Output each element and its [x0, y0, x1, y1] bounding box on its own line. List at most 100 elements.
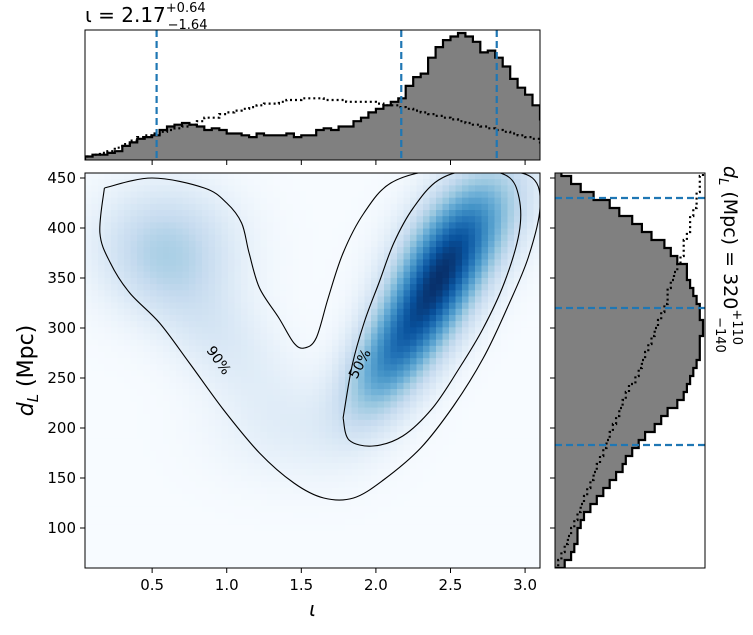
heatmap-cell: [527, 401, 535, 409]
heatmap-cell: [137, 481, 145, 489]
heatmap-cell: [202, 173, 210, 180]
heatmap-cell: [468, 426, 476, 433]
heatmap-cell: [91, 395, 99, 402]
heatmap-cell: [319, 518, 327, 526]
heatmap-cell: [332, 321, 340, 328]
heatmap-cell: [299, 333, 307, 341]
heatmap-cell: [377, 493, 385, 501]
heatmap-cell: [520, 222, 528, 230]
heatmap-cell: [156, 364, 164, 372]
heatmap-cell: [91, 463, 99, 470]
heatmap-cell: [124, 203, 132, 211]
heatmap-cell: [143, 555, 151, 563]
heatmap-cell: [228, 253, 236, 260]
heatmap-cell: [280, 555, 288, 563]
heatmap-cell: [507, 345, 515, 353]
heatmap-cell: [273, 296, 281, 304]
heatmap-cell: [468, 500, 476, 507]
heatmap-cell: [449, 475, 457, 483]
heatmap-cell: [124, 518, 132, 526]
heatmap-cell: [306, 487, 314, 495]
heatmap-cell: [488, 456, 496, 464]
heatmap-cell: [475, 173, 483, 180]
heatmap-cell: [345, 500, 353, 507]
heatmap-cell: [501, 500, 509, 507]
heatmap-cell: [293, 364, 301, 372]
heatmap-cell: [98, 333, 106, 341]
heatmap-cell: [507, 555, 515, 563]
heatmap-cell: [247, 321, 255, 328]
heatmap-cell: [195, 456, 203, 464]
heatmap-cell: [143, 537, 151, 544]
heatmap-cell: [241, 407, 249, 415]
heatmap-cell: [299, 389, 307, 396]
heatmap-cell: [124, 191, 132, 199]
heatmap-cell: [299, 222, 307, 230]
heatmap-cell: [410, 308, 418, 316]
heatmap-cell: [228, 419, 236, 427]
heatmap-cell: [195, 203, 203, 211]
heatmap-cell: [514, 512, 522, 520]
heatmap-cell: [280, 487, 288, 495]
heatmap-cell: [371, 240, 379, 248]
heatmap-cell: [423, 351, 431, 359]
heatmap-cell: [202, 450, 210, 458]
heatmap-cell: [260, 438, 268, 446]
heatmap-cell: [150, 191, 158, 199]
heatmap-cell: [293, 191, 301, 199]
heatmap-cell: [241, 222, 249, 230]
heatmap-cell: [137, 487, 145, 495]
heatmap-cell: [137, 216, 145, 223]
heatmap-cell: [163, 259, 171, 267]
heatmap-cell: [533, 228, 540, 236]
heatmap-cell: [208, 203, 216, 211]
heatmap-cell: [377, 179, 385, 186]
heatmap-cell: [468, 407, 476, 415]
heatmap-cell: [208, 561, 216, 568]
heatmap-cell: [104, 518, 112, 526]
heatmap-cell: [377, 389, 385, 396]
heatmap-cell: [429, 277, 437, 285]
heatmap-cell: [449, 302, 457, 310]
heatmap-cell: [195, 216, 203, 223]
heatmap-cell: [247, 290, 255, 298]
heatmap-cell: [358, 191, 366, 199]
heatmap-cell: [449, 259, 457, 267]
heatmap-cell: [143, 271, 151, 279]
heatmap-cell: [182, 426, 190, 433]
heatmap-cell: [104, 222, 112, 230]
heatmap-cell: [182, 469, 190, 477]
heatmap-cell: [325, 234, 333, 242]
top-hist-outline: [85, 31, 540, 160]
heatmap-cell: [533, 463, 540, 470]
heatmap-cell: [364, 456, 372, 464]
heatmap-cell: [241, 203, 249, 211]
heatmap-cell: [325, 284, 333, 291]
heatmap-cell: [137, 413, 145, 421]
heatmap-cell: [397, 191, 405, 199]
heatmap-cell: [475, 339, 483, 347]
heatmap-cell: [423, 401, 431, 409]
heatmap-cell: [189, 555, 197, 563]
heatmap-cell: [332, 537, 340, 544]
heatmap-cell: [358, 419, 366, 427]
heatmap-cell: [299, 370, 307, 378]
heatmap-cell: [163, 333, 171, 341]
heatmap-cell: [501, 314, 509, 322]
heatmap-cell: [189, 240, 197, 248]
heatmap-cell: [182, 543, 190, 551]
heatmap-cell: [494, 210, 502, 217]
heatmap-cell: [501, 259, 509, 267]
heatmap-cell: [137, 327, 145, 335]
heatmap-cell: [312, 389, 320, 396]
heatmap-cell: [143, 173, 151, 180]
heatmap-cell: [403, 530, 411, 538]
heatmap-cell: [195, 469, 203, 477]
heatmap-cell: [254, 345, 262, 353]
heatmap-cell: [501, 469, 509, 477]
heatmap-cell: [390, 191, 398, 199]
heatmap-cell: [488, 419, 496, 427]
heatmap-cell: [254, 327, 262, 335]
heatmap-cell: [234, 382, 242, 390]
heatmap-cell: [189, 382, 197, 390]
